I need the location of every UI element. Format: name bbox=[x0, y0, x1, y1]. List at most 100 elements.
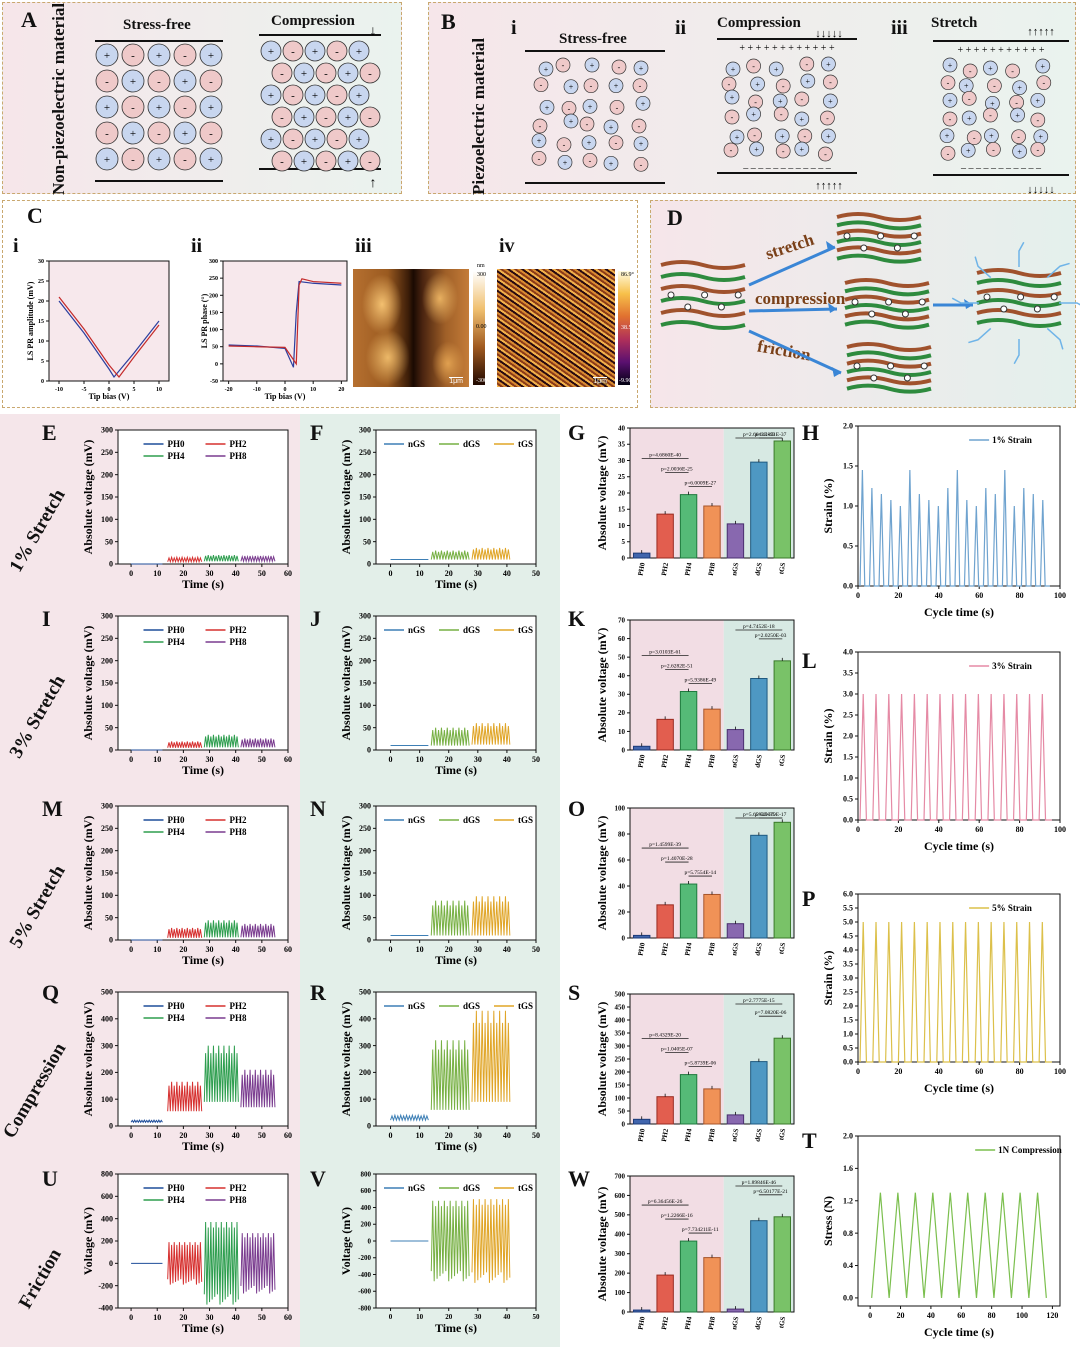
y-tick-label: 2.5 bbox=[843, 711, 853, 720]
x-tick-label: 5 bbox=[133, 387, 136, 393]
y-tick-label: 600 bbox=[101, 1192, 113, 1201]
letter-j: J bbox=[310, 606, 321, 631]
y-tick-label: 0 bbox=[622, 746, 626, 754]
ion bbox=[326, 84, 348, 106]
y-tick-label: 0 bbox=[622, 1308, 626, 1316]
panel-d-letter: D bbox=[667, 205, 683, 230]
chart-p: 0 20 40 60 80 100 0.0 0.5 1.0 1.5 2.0 2.5 3.0 3.5 4.0 4… bbox=[821, 890, 1066, 1095]
x-axis-label: Tip bias (V) bbox=[89, 392, 130, 401]
ion-sign: - bbox=[824, 150, 827, 159]
ion bbox=[315, 150, 337, 172]
arrow-output-head bbox=[964, 299, 973, 309]
ion-sign: - bbox=[731, 113, 734, 122]
ion-sign: - bbox=[291, 90, 295, 102]
ion-sign: - bbox=[949, 115, 952, 124]
y-tick-label: 100 bbox=[359, 891, 371, 900]
particle bbox=[870, 374, 878, 382]
spark bbox=[1013, 339, 1020, 365]
ion-sign: + bbox=[964, 82, 969, 91]
x-tick-label: 60 bbox=[284, 945, 292, 954]
y-tick-label: 100 bbox=[101, 515, 113, 524]
legend-label-nGS: nGS bbox=[408, 815, 425, 825]
fiber bbox=[846, 367, 932, 377]
x-tick-label: tGS bbox=[777, 562, 787, 575]
afm-phase-cb-bot: -9.90° bbox=[619, 378, 634, 384]
ion bbox=[359, 106, 381, 128]
ion-sign: - bbox=[639, 82, 642, 91]
ion-sign: - bbox=[753, 131, 756, 140]
panel-b-letter: B bbox=[441, 9, 456, 34]
x-tick-label: 50 bbox=[532, 1131, 540, 1140]
legend-label-PH4: PH4 bbox=[168, 637, 185, 647]
legend-label-tGS: tGS bbox=[518, 1183, 533, 1193]
y-tick-label: -800 bbox=[358, 1304, 371, 1312]
ion-sign: + bbox=[1015, 111, 1020, 120]
ion-sign: + bbox=[182, 128, 188, 140]
ion-sign: - bbox=[539, 122, 542, 131]
y-tick-label: 250 bbox=[615, 1055, 626, 1063]
y-tick-label: 20 bbox=[618, 908, 626, 916]
ion bbox=[121, 95, 145, 119]
legend-label-dGS: dGS bbox=[463, 1183, 480, 1193]
legend-label-dGS: dGS bbox=[463, 625, 480, 635]
x-tick-label: PH4 bbox=[683, 1127, 693, 1142]
bar-PH2 bbox=[656, 1274, 674, 1313]
ion bbox=[173, 147, 197, 171]
y-tick-label: 1.2 bbox=[843, 1196, 853, 1205]
x-tick-label: 80 bbox=[1016, 591, 1024, 600]
series-PH2 bbox=[167, 555, 203, 564]
ion bbox=[348, 128, 370, 150]
ion bbox=[95, 95, 119, 119]
y-tick-label: 200 bbox=[615, 1068, 626, 1076]
x-tick-label: 80 bbox=[1016, 1067, 1024, 1076]
legend-label-PH2: PH2 bbox=[230, 625, 247, 635]
y-tick-label: 50 bbox=[212, 345, 218, 351]
ion-sign: + bbox=[948, 96, 953, 105]
fiber bbox=[844, 311, 930, 322]
x-tick-label: 60 bbox=[284, 569, 292, 578]
ion-sign: - bbox=[280, 68, 284, 80]
ion-sign: + bbox=[104, 50, 110, 62]
series-tGS bbox=[471, 896, 511, 936]
ion-sign: + bbox=[1041, 62, 1046, 71]
pvalue-label: p=3.0103E-61 bbox=[649, 650, 681, 656]
ion-sign: - bbox=[803, 132, 806, 141]
ion-sign: - bbox=[989, 111, 992, 120]
y-tick-label: 150 bbox=[101, 493, 113, 502]
plot-frame bbox=[857, 893, 1061, 1063]
x-tick-label: PH0 bbox=[637, 753, 647, 768]
ion-sign: - bbox=[730, 146, 733, 155]
y-tick-label: 200 bbox=[209, 293, 218, 299]
y-axis-label: Absolute voltage (mV) bbox=[595, 1002, 609, 1117]
pvalue-label: p=7.0820E-06 bbox=[755, 1010, 787, 1016]
ion-sign: + bbox=[590, 61, 595, 70]
ion-sign: + bbox=[826, 60, 831, 69]
ion-sign: - bbox=[291, 46, 295, 58]
ion bbox=[724, 109, 740, 125]
legend-label-PH8: PH8 bbox=[230, 451, 247, 461]
ion-sign: + bbox=[345, 112, 351, 124]
ion bbox=[729, 129, 745, 145]
ion bbox=[337, 150, 359, 172]
x-tick-label: 40 bbox=[232, 1313, 240, 1322]
ion-sign: + bbox=[268, 46, 274, 58]
ion bbox=[260, 40, 282, 62]
panel-b-iii-title: Stretch bbox=[931, 15, 978, 31]
ion-sign: + bbox=[312, 134, 318, 146]
ion bbox=[800, 73, 816, 89]
y-tick-label: 400 bbox=[361, 1204, 372, 1212]
ion bbox=[823, 93, 838, 109]
x-axis-label: Time (s) bbox=[182, 763, 224, 777]
ion bbox=[962, 63, 978, 79]
ion-sign: + bbox=[345, 68, 351, 80]
x-tick-label: 10 bbox=[416, 755, 424, 764]
x-tick-label: dGS bbox=[754, 1316, 764, 1331]
ion-sign: + bbox=[751, 110, 756, 119]
y-tick-label: 50 bbox=[363, 723, 371, 732]
ion-sign: - bbox=[335, 46, 339, 58]
y-tick-label: 200 bbox=[101, 656, 113, 665]
afm-phase-map: 1μm bbox=[497, 269, 615, 387]
y-axis-label: Absolute voltage (mV) bbox=[81, 816, 95, 931]
plot-frame bbox=[117, 805, 289, 941]
x-tick-label: 60 bbox=[284, 1131, 292, 1140]
